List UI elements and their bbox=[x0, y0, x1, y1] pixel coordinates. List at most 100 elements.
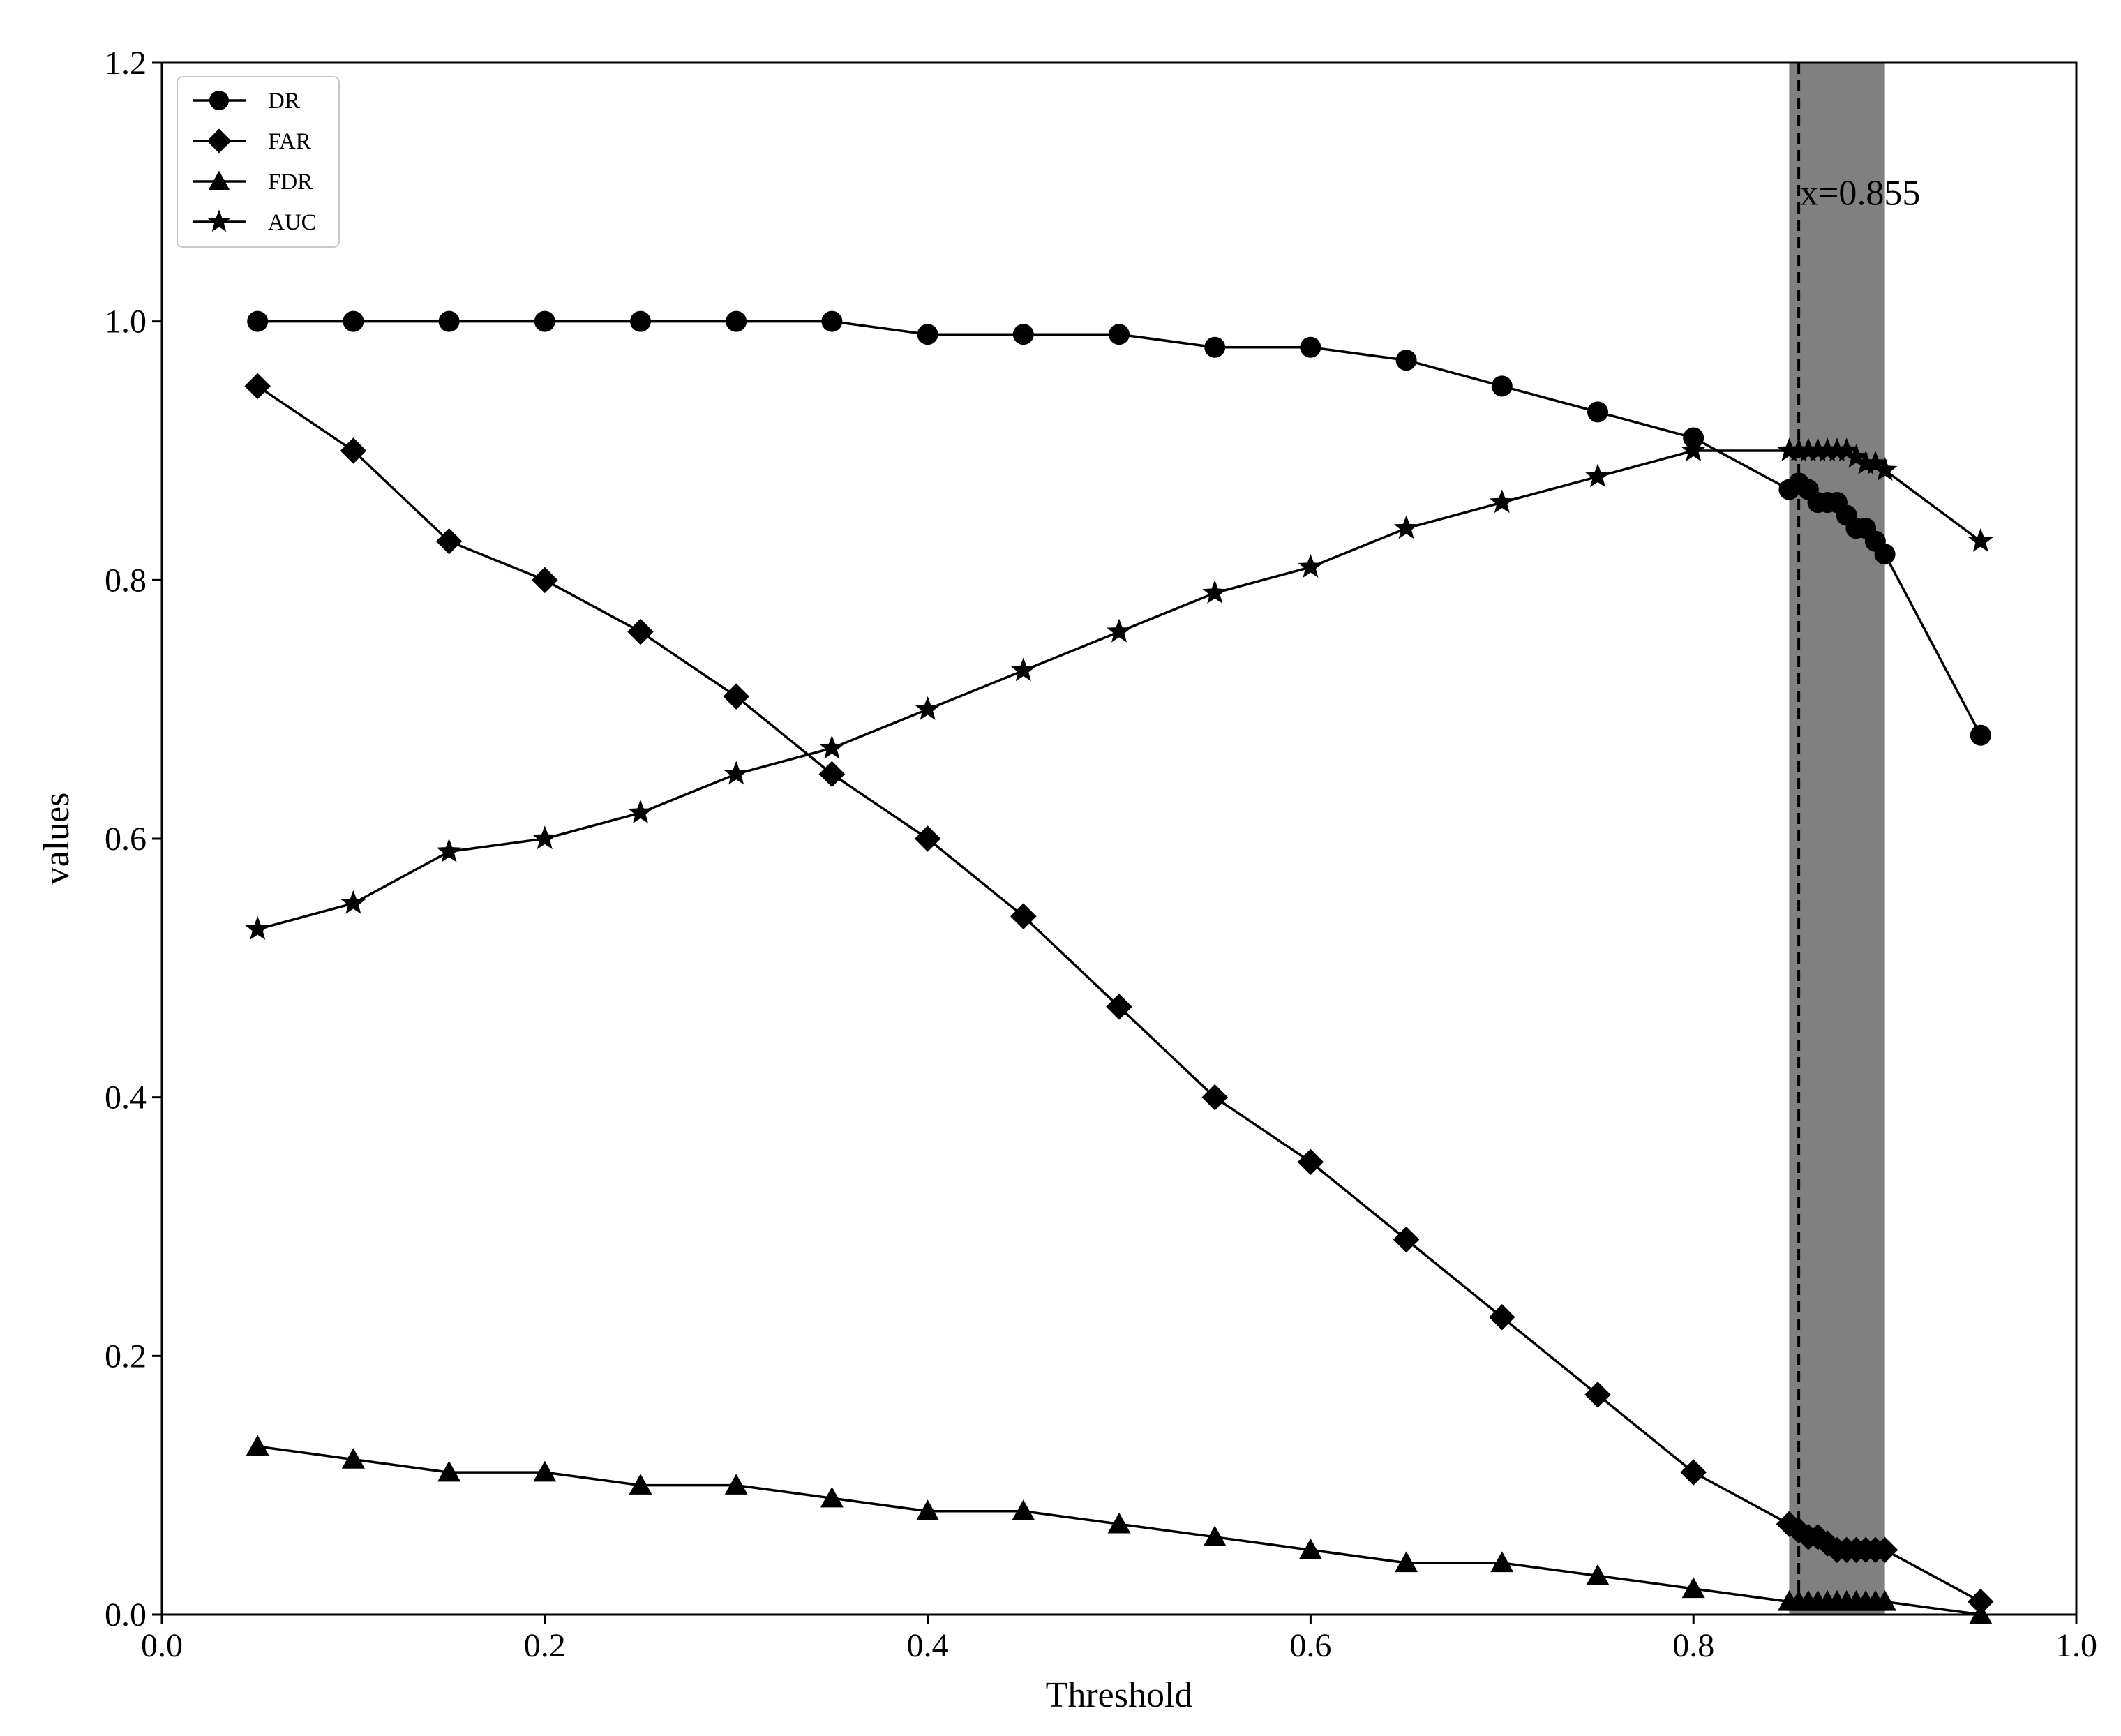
auc-point bbox=[1202, 580, 1228, 604]
x-tick-label: 0.8 bbox=[1672, 1627, 1714, 1664]
auc-point bbox=[1010, 657, 1036, 682]
legend-label: DR bbox=[268, 89, 300, 114]
auc-point bbox=[915, 696, 940, 720]
x-tick-label: 0.0 bbox=[141, 1627, 183, 1664]
far-point bbox=[435, 527, 463, 555]
y-tick-label: 0.4 bbox=[105, 1079, 147, 1116]
shaded-region-layer bbox=[1789, 63, 1885, 1615]
y-tick-label: 1.0 bbox=[105, 304, 147, 341]
shaded-region bbox=[1789, 63, 1885, 1615]
far-point bbox=[818, 761, 846, 788]
y-tick-label: 0.8 bbox=[105, 562, 147, 599]
dr-point bbox=[1587, 401, 1608, 423]
series-far bbox=[244, 373, 1994, 1615]
far-point bbox=[914, 825, 941, 852]
fdr-point bbox=[1969, 1603, 1993, 1624]
far-point bbox=[1680, 1459, 1707, 1486]
fdr-point bbox=[629, 1474, 652, 1495]
auc-point bbox=[628, 800, 653, 824]
far-point bbox=[244, 373, 271, 400]
far-point bbox=[1297, 1148, 1324, 1176]
auc-point bbox=[1786, 437, 1811, 462]
dr-point bbox=[821, 310, 843, 332]
auc-point bbox=[1796, 437, 1821, 462]
far-point bbox=[1010, 903, 1037, 929]
dr-point bbox=[1109, 324, 1130, 345]
y-axis-ticks: 0.0 0.2 0.4 0.6 0.8 1.0 1.2 bbox=[105, 45, 162, 1633]
fdr-point bbox=[1298, 1538, 1322, 1559]
auc-point bbox=[1393, 515, 1419, 539]
legend-items: DR FAR FDR AUC bbox=[193, 89, 317, 235]
legend-marker-fdr bbox=[208, 170, 230, 190]
auc-point bbox=[1107, 618, 1132, 643]
far-point bbox=[1201, 1084, 1228, 1111]
plot-area bbox=[244, 63, 1994, 1624]
series-dr bbox=[247, 310, 1991, 746]
legend-label: FAR bbox=[268, 129, 311, 154]
x-tick-label: 1.0 bbox=[2055, 1627, 2097, 1664]
fdr-point bbox=[1012, 1499, 1035, 1520]
far-point bbox=[723, 683, 749, 710]
series-auc bbox=[245, 437, 1993, 940]
fdr-point bbox=[1873, 1589, 1897, 1611]
far-point bbox=[1584, 1382, 1611, 1408]
auc-point bbox=[1824, 437, 1850, 462]
legend-marker-auc bbox=[207, 209, 231, 232]
auc-point bbox=[1805, 437, 1831, 462]
fdr-point bbox=[437, 1460, 461, 1482]
dr-point bbox=[1395, 350, 1417, 371]
auc-point bbox=[1968, 527, 1993, 552]
x-tick-label: 0.2 bbox=[524, 1627, 566, 1664]
fdr-point bbox=[916, 1499, 940, 1520]
fdr-point bbox=[1681, 1577, 1705, 1599]
far-point bbox=[1106, 994, 1132, 1020]
fdr-point bbox=[820, 1486, 844, 1508]
auc-point bbox=[1298, 554, 1324, 578]
dr-point bbox=[247, 310, 269, 332]
dr-point bbox=[534, 310, 555, 332]
legend: DR FAR FDR AUC bbox=[177, 76, 340, 248]
auc-point bbox=[1834, 437, 1859, 462]
legend-marker-dr bbox=[209, 91, 229, 110]
legend-marker-far bbox=[207, 128, 232, 154]
auc-point bbox=[1681, 437, 1707, 462]
fdr-point bbox=[246, 1435, 269, 1456]
far-point bbox=[340, 437, 367, 464]
dr-point bbox=[1874, 544, 1896, 565]
auc-point bbox=[724, 761, 749, 785]
auc-point bbox=[340, 890, 366, 914]
y-axis-label: values bbox=[37, 793, 77, 885]
fdr-point bbox=[1586, 1564, 1610, 1585]
fdr-point bbox=[1203, 1525, 1227, 1546]
threshold-annotation: x=0.855 bbox=[1800, 173, 1920, 213]
x-tick-label: 0.6 bbox=[1289, 1627, 1331, 1664]
x-axis-ticks: 0.0 0.2 0.4 0.6 0.8 1.0 bbox=[141, 1615, 2097, 1664]
auc-point bbox=[1843, 444, 1869, 468]
legend-item-auc: AUC bbox=[193, 209, 317, 235]
auc-point bbox=[1863, 450, 1888, 474]
fdr-point bbox=[341, 1448, 365, 1469]
far-point bbox=[1489, 1303, 1515, 1331]
fdr-point bbox=[1107, 1512, 1131, 1534]
dr-point bbox=[1012, 324, 1034, 345]
dr-point bbox=[630, 310, 651, 332]
x-axis-label: Threshold bbox=[1046, 1675, 1193, 1715]
fdr-point bbox=[1395, 1551, 1418, 1573]
auc-point bbox=[1815, 437, 1841, 462]
auc-point bbox=[245, 915, 271, 940]
y-tick-label: 1.2 bbox=[105, 45, 147, 82]
dr-point bbox=[438, 310, 460, 332]
dr-point bbox=[1970, 724, 1991, 746]
dr-point bbox=[1491, 375, 1513, 397]
legend-item-dr: DR bbox=[193, 89, 300, 114]
auc-point bbox=[1585, 463, 1610, 488]
dr-point bbox=[1300, 336, 1321, 358]
auc-point bbox=[1853, 450, 1878, 474]
auc-point bbox=[1489, 489, 1515, 514]
auc-point bbox=[1776, 437, 1802, 462]
far-point bbox=[1968, 1588, 1994, 1615]
auc-point bbox=[1872, 457, 1898, 481]
dr-point bbox=[1204, 336, 1226, 358]
